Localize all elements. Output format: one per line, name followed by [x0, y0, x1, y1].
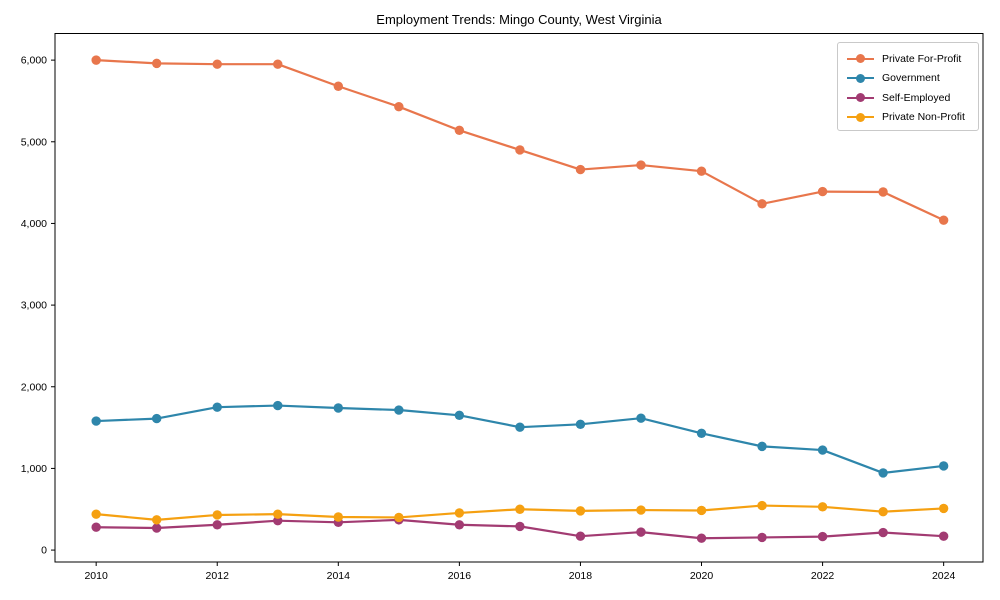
data-point-private-non-profit — [91, 509, 101, 519]
data-point-private-non-profit — [454, 508, 465, 518]
data-point-private-for-profit — [394, 101, 404, 112]
data-point-private-non-profit — [757, 500, 767, 511]
y-tick-label: 3,000 — [21, 300, 47, 312]
data-point-self-employed — [575, 531, 586, 541]
x-tick-label: 2020 — [690, 570, 714, 582]
data-point-self-employed — [878, 527, 888, 538]
data-point-self-employed — [273, 515, 283, 526]
series-line-private-for-profit — [96, 59, 945, 222]
data-point-self-employed — [636, 527, 646, 537]
legend: Private For-Profit Government Self-Emplo… — [837, 42, 979, 131]
legend-label: Government — [882, 72, 940, 85]
data-point-private-for-profit — [757, 199, 767, 209]
data-point-private-for-profit — [938, 215, 949, 225]
data-point-government — [817, 445, 828, 455]
y-tick-label: 4,000 — [21, 218, 47, 230]
data-point-government — [333, 403, 344, 413]
series-line-government — [96, 404, 944, 475]
data-point-government — [212, 402, 222, 412]
data-point-private-for-profit — [91, 55, 101, 65]
legend-label: Private For-Profit — [882, 52, 962, 65]
data-point-private-for-profit — [575, 164, 586, 175]
legend-line-marker-icon — [847, 54, 874, 64]
data-point-self-employed — [938, 531, 949, 541]
data-point-private-for-profit — [696, 166, 707, 176]
data-point-self-employed — [212, 520, 222, 530]
data-point-private-for-profit — [333, 81, 344, 91]
y-tick-label: 6,000 — [21, 55, 47, 67]
data-point-private-for-profit — [878, 187, 888, 197]
data-point-private-non-profit — [394, 512, 404, 523]
data-point-government — [91, 416, 101, 426]
data-point-private-non-profit — [878, 506, 888, 517]
data-point-self-employed — [757, 532, 767, 543]
data-point-private-for-profit — [212, 59, 222, 69]
data-point-government — [515, 422, 525, 432]
data-point-self-employed — [817, 531, 828, 542]
data-point-government — [696, 428, 707, 439]
x-tick-label: 2010 — [84, 570, 108, 582]
data-point-government — [394, 405, 404, 415]
data-point-government — [273, 400, 283, 411]
data-point-private-non-profit — [212, 510, 222, 520]
data-point-private-non-profit — [938, 503, 949, 514]
data-point-self-employed — [515, 521, 525, 532]
x-tick-label: 2024 — [932, 570, 956, 582]
data-point-private-for-profit — [273, 59, 283, 69]
chart-title: Employment Trends: Mingo County, West Vi… — [376, 12, 662, 27]
data-point-government — [757, 441, 767, 452]
data-point-government — [878, 468, 888, 478]
x-tick-label: 2022 — [811, 570, 835, 582]
data-point-government — [454, 410, 465, 421]
legend-line-marker-icon — [847, 73, 874, 83]
data-point-private-non-profit — [333, 512, 344, 522]
legend-line-marker-icon — [847, 112, 874, 122]
data-point-private-for-profit — [817, 186, 828, 197]
legend-label: Private Non-Profit — [882, 111, 965, 124]
data-point-private-non-profit — [151, 515, 162, 525]
data-point-government — [151, 413, 162, 424]
data-point-private-non-profit — [575, 506, 586, 516]
data-point-private-for-profit — [515, 145, 525, 155]
data-point-private-non-profit — [273, 509, 283, 519]
y-tick-label: 2,000 — [21, 381, 47, 393]
data-point-private-non-profit — [636, 505, 646, 515]
legend-item-government: Government — [847, 69, 970, 89]
data-point-private-non-profit — [515, 504, 525, 514]
legend-item-private-non-profit: Private Non-Profit — [847, 108, 970, 128]
y-tick-label: 1,000 — [21, 463, 47, 475]
data-point-self-employed — [454, 520, 465, 530]
data-point-government — [575, 419, 586, 430]
data-point-self-employed — [151, 523, 162, 533]
data-point-private-non-profit — [817, 502, 828, 512]
legend-item-self-employed: Self-Employed — [847, 88, 970, 108]
data-point-self-employed — [91, 522, 101, 532]
x-tick-label: 2014 — [327, 570, 351, 582]
plot-border — [54, 33, 984, 563]
legend-label: Self-Employed — [882, 91, 951, 104]
y-tick-label: 5,000 — [21, 136, 47, 148]
x-tick-label: 2018 — [569, 570, 593, 582]
x-tick-label: 2016 — [448, 570, 472, 582]
data-point-private-non-profit — [696, 505, 707, 516]
data-point-private-for-profit — [636, 160, 646, 170]
data-point-self-employed — [696, 533, 707, 543]
data-point-government — [938, 461, 949, 471]
legend-line-marker-icon — [847, 93, 874, 103]
legend-item-private-for-profit: Private For-Profit — [847, 49, 970, 69]
y-tick-label: 0 — [41, 545, 47, 557]
data-point-private-for-profit — [454, 125, 465, 136]
data-point-government — [636, 413, 646, 423]
x-tick-label: 2012 — [206, 570, 230, 582]
data-point-private-for-profit — [151, 58, 162, 69]
